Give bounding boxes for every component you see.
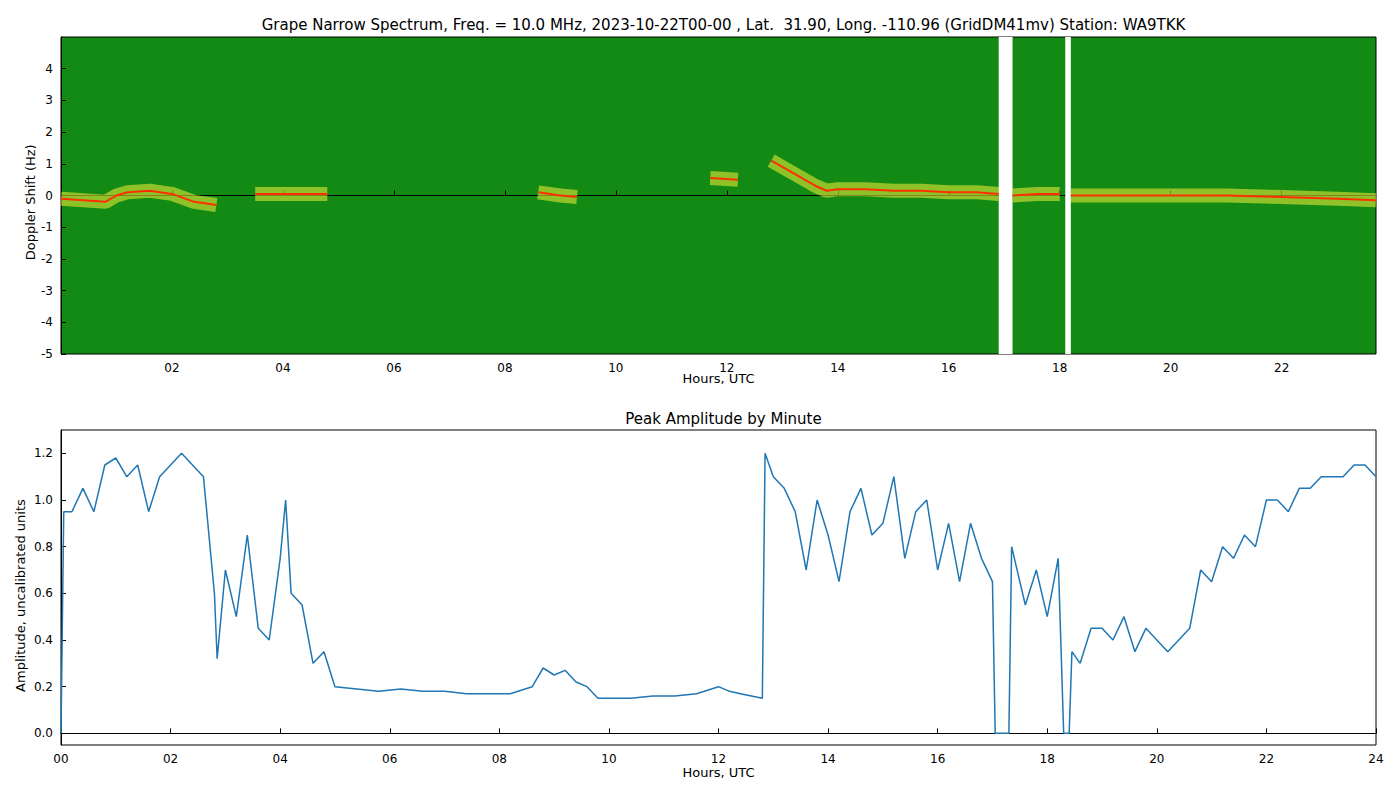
- svg-text:0.2: 0.2: [34, 680, 53, 694]
- svg-text:-5: -5: [41, 347, 53, 361]
- svg-text:0.6: 0.6: [34, 586, 53, 600]
- svg-text:02: 02: [163, 752, 178, 766]
- svg-text:16: 16: [930, 752, 945, 766]
- svg-text:1.0: 1.0: [34, 493, 53, 507]
- svg-text:Grape Narrow Spectrum, Freq. =: Grape Narrow Spectrum, Freq. = 10.0 MHz,…: [262, 16, 1187, 34]
- svg-text:Doppler Shift (Hz): Doppler Shift (Hz): [23, 144, 38, 260]
- svg-text:0.4: 0.4: [34, 633, 53, 647]
- svg-text:04: 04: [273, 752, 288, 766]
- svg-text:10: 10: [601, 752, 616, 766]
- svg-text:08: 08: [497, 361, 512, 375]
- svg-text:12: 12: [711, 752, 726, 766]
- svg-text:1.2: 1.2: [34, 446, 53, 460]
- svg-text:Peak Amplitude by Minute: Peak Amplitude by Minute: [625, 410, 821, 428]
- svg-text:-4: -4: [41, 315, 53, 329]
- svg-text:-3: -3: [41, 284, 53, 298]
- svg-text:06: 06: [386, 361, 401, 375]
- svg-text:3: 3: [45, 93, 53, 107]
- svg-text:00: 00: [53, 752, 68, 766]
- svg-text:16: 16: [941, 361, 956, 375]
- svg-text:0.8: 0.8: [34, 540, 53, 554]
- svg-text:20: 20: [1149, 752, 1164, 766]
- svg-text:Hours, UTC: Hours, UTC: [683, 765, 755, 780]
- svg-text:20: 20: [1163, 361, 1178, 375]
- svg-text:22: 22: [1274, 361, 1289, 375]
- svg-text:2: 2: [45, 125, 53, 139]
- svg-text:14: 14: [820, 752, 835, 766]
- svg-text:4: 4: [45, 62, 53, 76]
- svg-text:04: 04: [275, 361, 290, 375]
- svg-text:24: 24: [1368, 752, 1383, 766]
- svg-text:1: 1: [45, 157, 53, 171]
- svg-text:12: 12: [719, 361, 734, 375]
- svg-text:18: 18: [1052, 361, 1067, 375]
- svg-text:-1: -1: [41, 220, 53, 234]
- svg-text:02: 02: [164, 361, 179, 375]
- svg-text:Amplitude, uncalibrated units: Amplitude, uncalibrated units: [13, 499, 28, 692]
- svg-text:08: 08: [492, 752, 507, 766]
- svg-text:Hours, UTC: Hours, UTC: [682, 371, 755, 386]
- svg-text:-2: -2: [41, 252, 53, 266]
- svg-text:10: 10: [608, 361, 623, 375]
- svg-text:14: 14: [830, 361, 845, 375]
- svg-text:0.0: 0.0: [34, 726, 53, 740]
- svg-text:06: 06: [382, 752, 397, 766]
- svg-text:18: 18: [1040, 752, 1055, 766]
- svg-text:22: 22: [1259, 752, 1274, 766]
- svg-text:0: 0: [45, 189, 53, 203]
